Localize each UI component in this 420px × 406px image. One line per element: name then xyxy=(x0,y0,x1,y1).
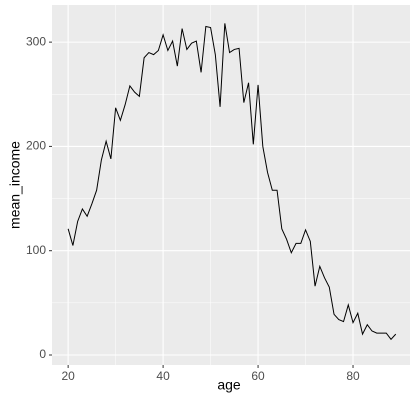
y-tick-label: 200 xyxy=(26,139,46,153)
x-tick-label: 40 xyxy=(156,369,170,383)
panel xyxy=(52,5,410,365)
y-tick-label: 300 xyxy=(26,34,46,48)
x-tick-label: 20 xyxy=(61,369,75,383)
line xyxy=(67,23,397,341)
y-axis-title: mean_income xyxy=(7,141,23,229)
y-tick-label: 100 xyxy=(26,243,46,257)
y-tick-label: 0 xyxy=(39,347,46,361)
x-tick-label: 60 xyxy=(251,369,265,383)
x-axis-title: age xyxy=(217,377,241,393)
x-tick-label: 80 xyxy=(346,369,360,383)
